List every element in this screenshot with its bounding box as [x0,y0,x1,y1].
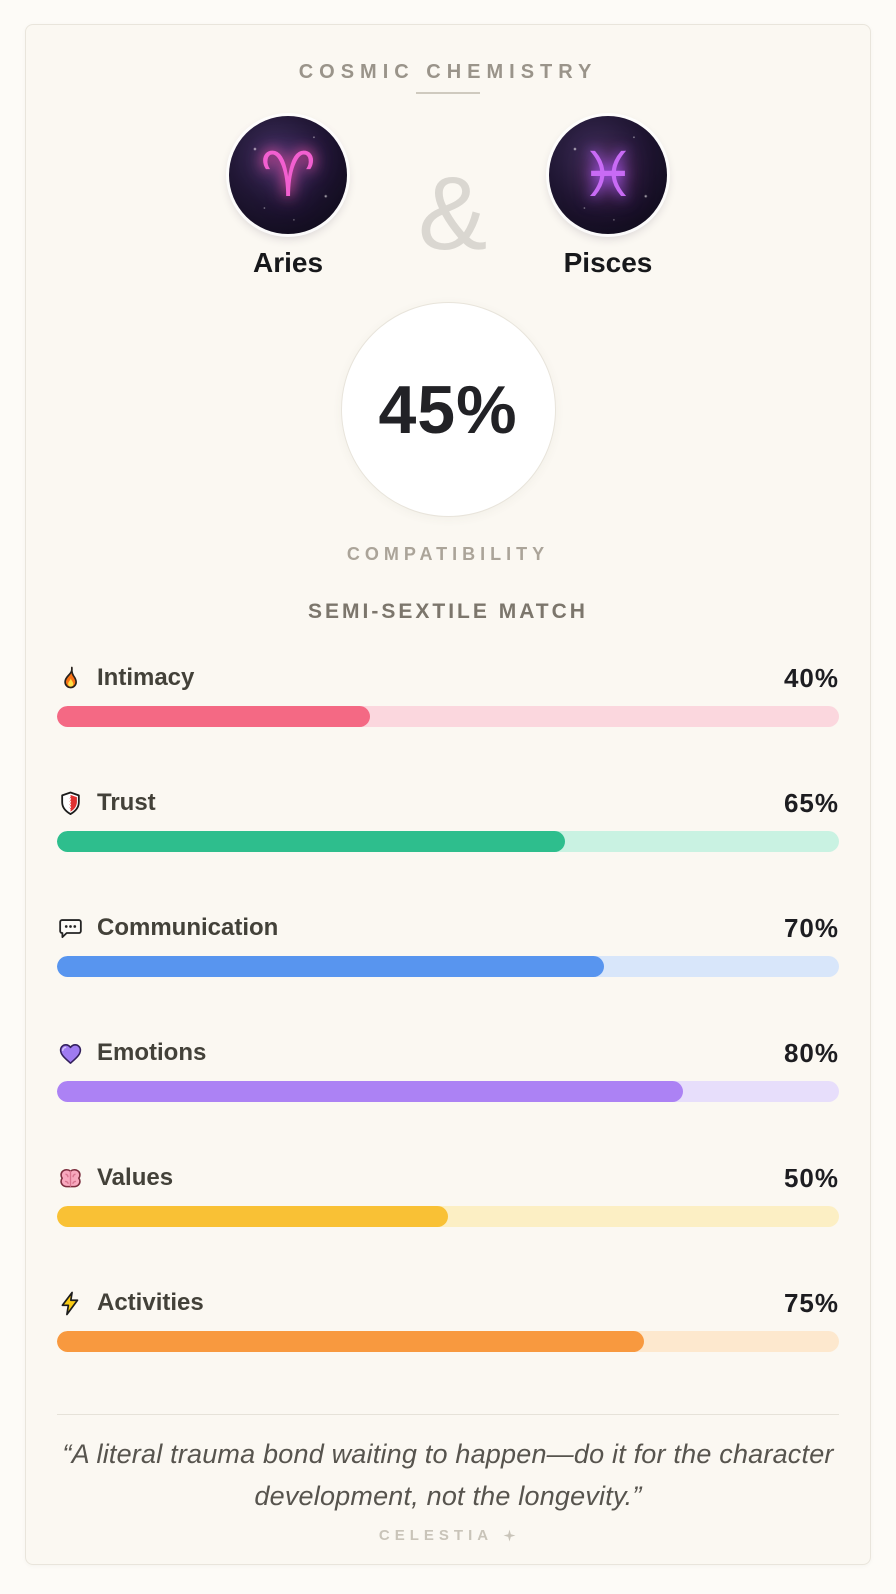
progress-fill [57,831,566,852]
brain-icon [57,1165,84,1192]
stat-percent: 70% [783,913,839,943]
compatibility-label: COMPATIBILITY [346,544,550,564]
progress-fill [57,1206,448,1227]
stat-row-emotions: Emotions 80% [57,1038,839,1102]
fire-icon [57,665,84,692]
progress-track [57,1206,839,1227]
progress-track [57,956,839,977]
match-type-label: SEMI-SEXTILE MATCH [308,600,588,623]
stat-percent: 80% [783,1038,839,1068]
compatibility-score-circle: 45% [340,302,556,517]
signs-row: ♈ Aries & ♓ Pisces [158,116,738,280]
quote-text: “A literal trauma bond waiting to happen… [62,1439,834,1511]
sign-aries: ♈ Aries [158,116,418,280]
stat-row-intimacy: Intimacy 40% [57,663,839,727]
stat-row-values: Values 50% [57,1163,839,1227]
compatibility-card: COSMIC CHEMISTRY ♈ Aries & ♓ Pisces 45% … [25,24,871,1565]
divider [57,1414,839,1415]
title-underline [416,92,480,94]
stat-percent: 65% [783,788,839,818]
brand-footer: CELESTIA [379,1527,517,1544]
stat-percent: 40% [783,663,839,693]
stat-label: Values [97,1164,174,1191]
speech-bubble-icon [57,915,84,942]
sign-pisces: ♓ Pisces [478,116,738,280]
sign-name-aries: Aries [252,247,324,278]
stats-list: Intimacy 40% Trust 65% [57,663,839,1352]
stat-label: Communication [97,914,279,941]
progress-fill [57,956,605,977]
progress-fill [57,1331,644,1352]
stat-label: Trust [97,789,156,816]
progress-track [57,1331,839,1352]
stat-label: Intimacy [97,664,195,691]
pisces-avatar: ♓ [549,116,667,234]
stat-row-activities: Activities 75% [57,1288,839,1352]
brand-name: CELESTIA [378,1527,494,1544]
progress-fill [57,1081,683,1102]
aries-avatar: ♈ [229,116,347,234]
aries-symbol-icon: ♈ [260,138,316,211]
sign-name-pisces: Pisces [563,247,653,278]
progress-track [57,706,839,727]
sparkle-icon [502,1528,517,1543]
compatibility-score: 45% [378,371,518,448]
stat-row-trust: Trust 65% [57,788,839,852]
stat-percent: 50% [783,1163,839,1193]
stat-label: Activities [97,1289,204,1316]
purple-heart-icon [57,1040,84,1067]
ampersand-separator: & [418,156,488,272]
progress-track [57,831,839,852]
page-title: COSMIC CHEMISTRY [298,61,598,83]
shield-icon [57,790,84,817]
progress-fill [57,706,370,727]
pisces-symbol-icon: ♓ [580,138,636,211]
stat-row-communication: Communication 70% [57,913,839,977]
stat-percent: 75% [783,1288,839,1318]
progress-track [57,1081,839,1102]
lightning-icon [57,1290,84,1317]
stat-label: Emotions [97,1039,207,1066]
